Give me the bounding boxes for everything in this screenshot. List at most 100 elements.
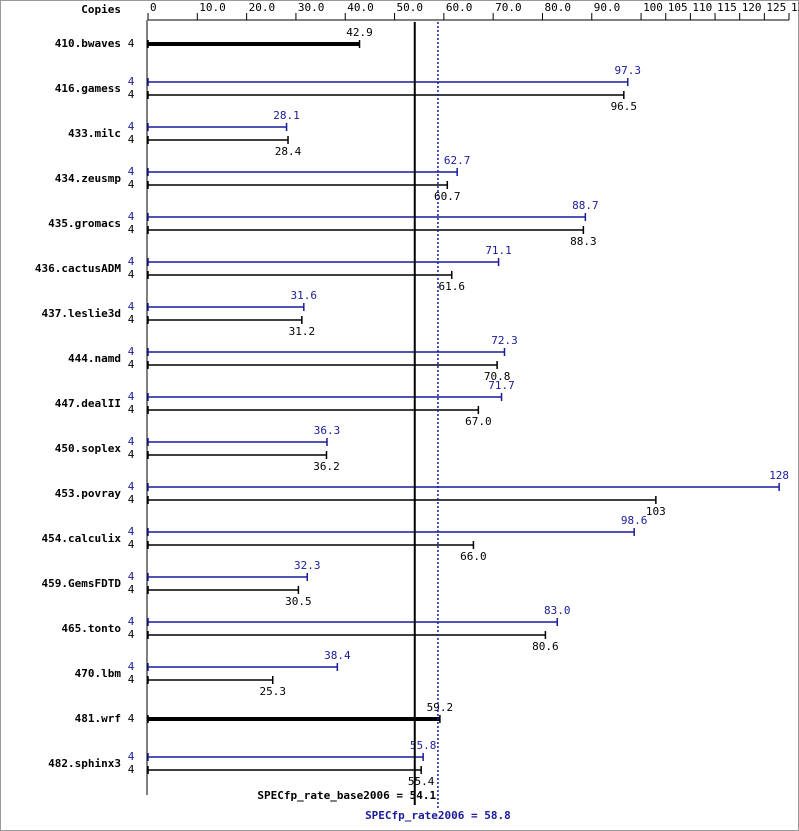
copies: 4: [128, 570, 135, 583]
copies: 4: [128, 480, 135, 493]
x-tick-label: 0: [150, 1, 157, 14]
value-label: 31.2: [289, 325, 316, 338]
benchmark-name: 435.gromacs: [48, 217, 121, 230]
value-label: 59.2: [427, 701, 454, 714]
value-label: 61.6: [438, 280, 465, 293]
copies: 4: [128, 763, 135, 776]
x-tick-label: 115: [717, 1, 737, 14]
copies: 4: [128, 583, 135, 596]
copies: 4: [128, 435, 135, 448]
value-label: 67.0: [465, 415, 492, 428]
x-tick-label: 10.0: [199, 1, 226, 14]
copies: 4: [128, 255, 135, 268]
benchmark-name: 482.sphinx3: [48, 757, 121, 770]
benchmark-name: 447.dealII: [55, 397, 121, 410]
copies-header: Copies: [81, 3, 121, 16]
reference-label: SPECfp_rate_base2006 = 54.1: [257, 789, 436, 802]
value-label: 31.6: [291, 289, 318, 302]
copies: 4: [128, 448, 135, 461]
value-label: 97.3: [615, 64, 642, 77]
copies: 4: [128, 615, 135, 628]
value-label: 70.8: [484, 370, 511, 383]
copies: 4: [128, 268, 135, 281]
reference-label: SPECfp_rate2006 = 58.8: [365, 809, 511, 822]
copies: 4: [128, 628, 135, 641]
benchmark-name: 450.soplex: [55, 442, 122, 455]
benchmark-name: 434.zeusmp: [55, 172, 122, 185]
copies: 4: [128, 493, 135, 506]
copies: 4: [128, 750, 135, 763]
x-tick-label: 60.0: [446, 1, 473, 14]
x-tick-label: 130: [791, 1, 799, 14]
x-tick-label: 100: [643, 1, 663, 14]
x-tick-label: 50.0: [397, 1, 424, 14]
benchmark-name: 410.bwaves: [55, 37, 121, 50]
x-tick-label: 80.0: [544, 1, 571, 14]
benchmark-name: 453.povray: [55, 487, 122, 500]
x-tick-label: 110: [692, 1, 712, 14]
x-tick-label: 120: [742, 1, 762, 14]
copies: 4: [128, 300, 135, 313]
copies: 4: [128, 660, 135, 673]
value-label: 62.7: [444, 154, 471, 167]
value-label: 38.4: [324, 649, 351, 662]
x-tick-label: 90.0: [594, 1, 621, 14]
benchmark-name: 437.leslie3d: [42, 307, 121, 320]
value-label: 25.3: [259, 685, 286, 698]
copies: 4: [128, 88, 135, 101]
copies: 4: [128, 223, 135, 236]
x-tick-label: 70.0: [495, 1, 521, 14]
value-label: 83.0: [544, 604, 571, 617]
copies: 4: [128, 358, 135, 371]
value-label: 42.9: [346, 26, 373, 39]
value-label: 88.3: [570, 235, 597, 248]
copies: 4: [128, 673, 135, 686]
value-label: 28.4: [275, 145, 302, 158]
value-label: 36.2: [313, 460, 340, 473]
value-label: 60.7: [434, 190, 461, 203]
value-label: 103: [646, 505, 666, 518]
benchmark-name: 465.tonto: [61, 622, 121, 635]
x-tick-label: 20.0: [249, 1, 276, 14]
copies: 4: [128, 165, 135, 178]
value-label: 55.4: [408, 775, 435, 788]
benchmark-name: 481.wrf: [75, 712, 121, 725]
copies: 4: [128, 210, 135, 223]
value-label: 96.5: [611, 100, 638, 113]
value-label: 88.7: [572, 199, 599, 212]
copies: 4: [128, 37, 135, 50]
benchmark-name: 470.lbm: [75, 667, 122, 680]
copies: 4: [128, 75, 135, 88]
copies: 4: [128, 178, 135, 191]
value-label: 71.7: [488, 379, 515, 392]
benchmark-name: 436.cactusADM: [35, 262, 121, 275]
copies: 4: [128, 133, 135, 146]
value-label: 72.3: [491, 334, 518, 347]
copies: 4: [128, 345, 135, 358]
value-label: 36.3: [314, 424, 341, 437]
copies: 4: [128, 120, 135, 133]
x-tick-label: 30.0: [298, 1, 325, 14]
value-label: 28.1: [273, 109, 300, 122]
value-label: 32.3: [294, 559, 321, 572]
value-label: 98.6: [621, 514, 648, 527]
benchmark-name: 433.milc: [68, 127, 121, 140]
benchmark-name: 454.calculix: [42, 532, 122, 545]
benchmark-name: 416.gamess: [55, 82, 121, 95]
value-label: 80.6: [532, 640, 559, 653]
x-tick-label: 105: [668, 1, 688, 14]
x-tick-label: 40.0: [347, 1, 374, 14]
copies: 4: [128, 538, 135, 551]
benchmark-name: 444.namd: [68, 352, 121, 365]
x-tick-label: 125: [766, 1, 786, 14]
value-label: 66.0: [460, 550, 487, 563]
value-label: 71.1: [485, 244, 512, 257]
value-label: 30.5: [285, 595, 312, 608]
copies: 4: [128, 313, 135, 326]
benchmark-name: 459.GemsFDTD: [42, 577, 122, 590]
value-label: 128: [769, 469, 789, 482]
copies: 4: [128, 403, 135, 416]
